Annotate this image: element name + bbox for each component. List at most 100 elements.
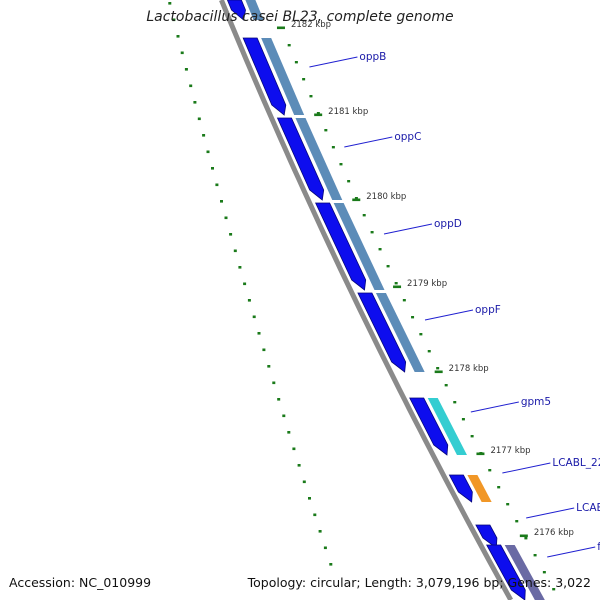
gene-label-leader <box>424 309 474 321</box>
cds-arrow-8 <box>486 544 526 600</box>
backbone-line <box>219 0 513 600</box>
gene-label[interactable]: LCABL_22390 <box>576 502 600 514</box>
gene-label[interactable]: LCABL_22400 <box>552 457 600 469</box>
minor-tick <box>542 571 546 574</box>
minor-tick <box>411 316 415 319</box>
inner-track-dash <box>252 315 256 319</box>
gene-color-block-0 <box>245 0 264 20</box>
inner-track-dash <box>243 282 247 286</box>
cds-track <box>226 0 545 600</box>
genome-summary-text: Topology: circular; Length: 3,079,196 bp… <box>247 575 591 590</box>
minor-tick <box>470 435 474 438</box>
gene-labels: oppB oppC oppD oppF gpm5 LCABL_22400 LCABL_223… <box>309 51 600 558</box>
gene-label-leader <box>470 401 519 413</box>
inner-track-dash <box>180 51 184 55</box>
cds-arrow-2 <box>276 117 325 201</box>
minor-tick <box>524 537 528 540</box>
minor-tick <box>309 95 313 98</box>
inner-track-dash <box>202 134 206 137</box>
minor-tick <box>497 486 501 489</box>
minor-tick <box>402 299 406 302</box>
minor-tick <box>316 112 320 115</box>
minor-tick <box>386 265 390 268</box>
inner-track-dash <box>206 150 210 154</box>
tick-label: 2178 kbp <box>449 364 489 374</box>
gene-label[interactable]: fabG <box>597 541 600 553</box>
tick-label: 2182 kbp <box>291 20 331 30</box>
inner-track-dash <box>215 183 219 187</box>
inner-track-dash <box>189 84 193 88</box>
minor-tick <box>394 282 398 285</box>
inner-track-dash <box>267 365 271 368</box>
inner-track-dash <box>184 68 188 71</box>
gene-label[interactable]: oppC <box>394 131 421 143</box>
inner-track-dash <box>282 414 286 418</box>
inner-track-dash <box>257 332 261 335</box>
gene-label[interactable]: oppB <box>359 51 386 63</box>
minor-tick <box>339 163 343 166</box>
minor-tick <box>552 588 556 591</box>
inner-track-dash <box>302 480 306 484</box>
inner-track-dash <box>238 266 242 269</box>
gene-label-leader <box>383 223 433 235</box>
inner-track-dash <box>193 101 197 104</box>
gene-color-block-1 <box>261 38 305 115</box>
minor-tick <box>287 44 291 47</box>
minor-tick <box>294 61 298 64</box>
cds-arrow-0 <box>226 0 246 21</box>
inner-track-dash <box>262 348 266 352</box>
tick-label: 2177 kbp <box>490 446 530 456</box>
inner-track-dash <box>277 398 281 401</box>
minor-tick <box>347 180 351 183</box>
inner-track-dash <box>220 200 223 203</box>
inner-track-dash <box>176 35 180 38</box>
gene-label-leader <box>309 56 358 68</box>
minor-tick <box>419 333 423 336</box>
tick-mark <box>393 285 402 289</box>
gene-color-block-2 <box>295 118 343 200</box>
tick-mark <box>352 198 361 202</box>
inner-track-dash <box>272 381 276 385</box>
minor-tick <box>444 384 448 387</box>
gene-label-leader <box>547 546 596 558</box>
gene-color-block-6 <box>467 475 492 502</box>
inner-track-dash <box>323 546 327 550</box>
tick-mark <box>519 534 528 538</box>
minor-tick <box>506 503 510 506</box>
minor-tick <box>479 452 483 455</box>
minor-tick <box>331 146 335 149</box>
minor-tick <box>427 350 431 353</box>
tick-label: 2179 kbp <box>407 279 447 289</box>
minor-tick <box>354 197 358 200</box>
minor-tick <box>488 469 492 472</box>
inner-track-dash <box>197 117 201 121</box>
inner-track-dash <box>229 233 233 236</box>
tick-label: 2181 kbp <box>328 107 368 117</box>
inner-track-dash <box>292 447 296 451</box>
cds-arrow-4 <box>357 292 407 373</box>
gene-label[interactable]: oppF <box>475 304 501 316</box>
tick-label: 2176 kbp <box>534 528 574 538</box>
gene-label[interactable]: gpm5 <box>521 396 551 408</box>
minor-tick <box>324 129 328 132</box>
inner-track-dash <box>168 2 172 5</box>
tick-mark <box>314 113 323 117</box>
minor-tick <box>461 418 465 421</box>
cds-arrow-1 <box>242 37 287 116</box>
accession-text: Accession: NC_010999 <box>9 575 152 590</box>
inner-track-dash <box>313 513 317 517</box>
gene-label-leader <box>344 136 393 148</box>
inner-track-dash <box>247 299 251 302</box>
gene-label[interactable]: oppD <box>434 218 462 230</box>
inner-track-dash <box>172 18 176 22</box>
minor-tick <box>436 367 440 370</box>
inner-track-dash <box>211 167 214 170</box>
gene-label-leader <box>526 507 575 519</box>
cds-arrow-6 <box>448 474 473 503</box>
cds-arrow-3 <box>315 202 367 291</box>
minor-tick <box>370 231 374 234</box>
tick-label: 2180 kbp <box>366 192 406 202</box>
inner-track-dash <box>287 431 291 434</box>
